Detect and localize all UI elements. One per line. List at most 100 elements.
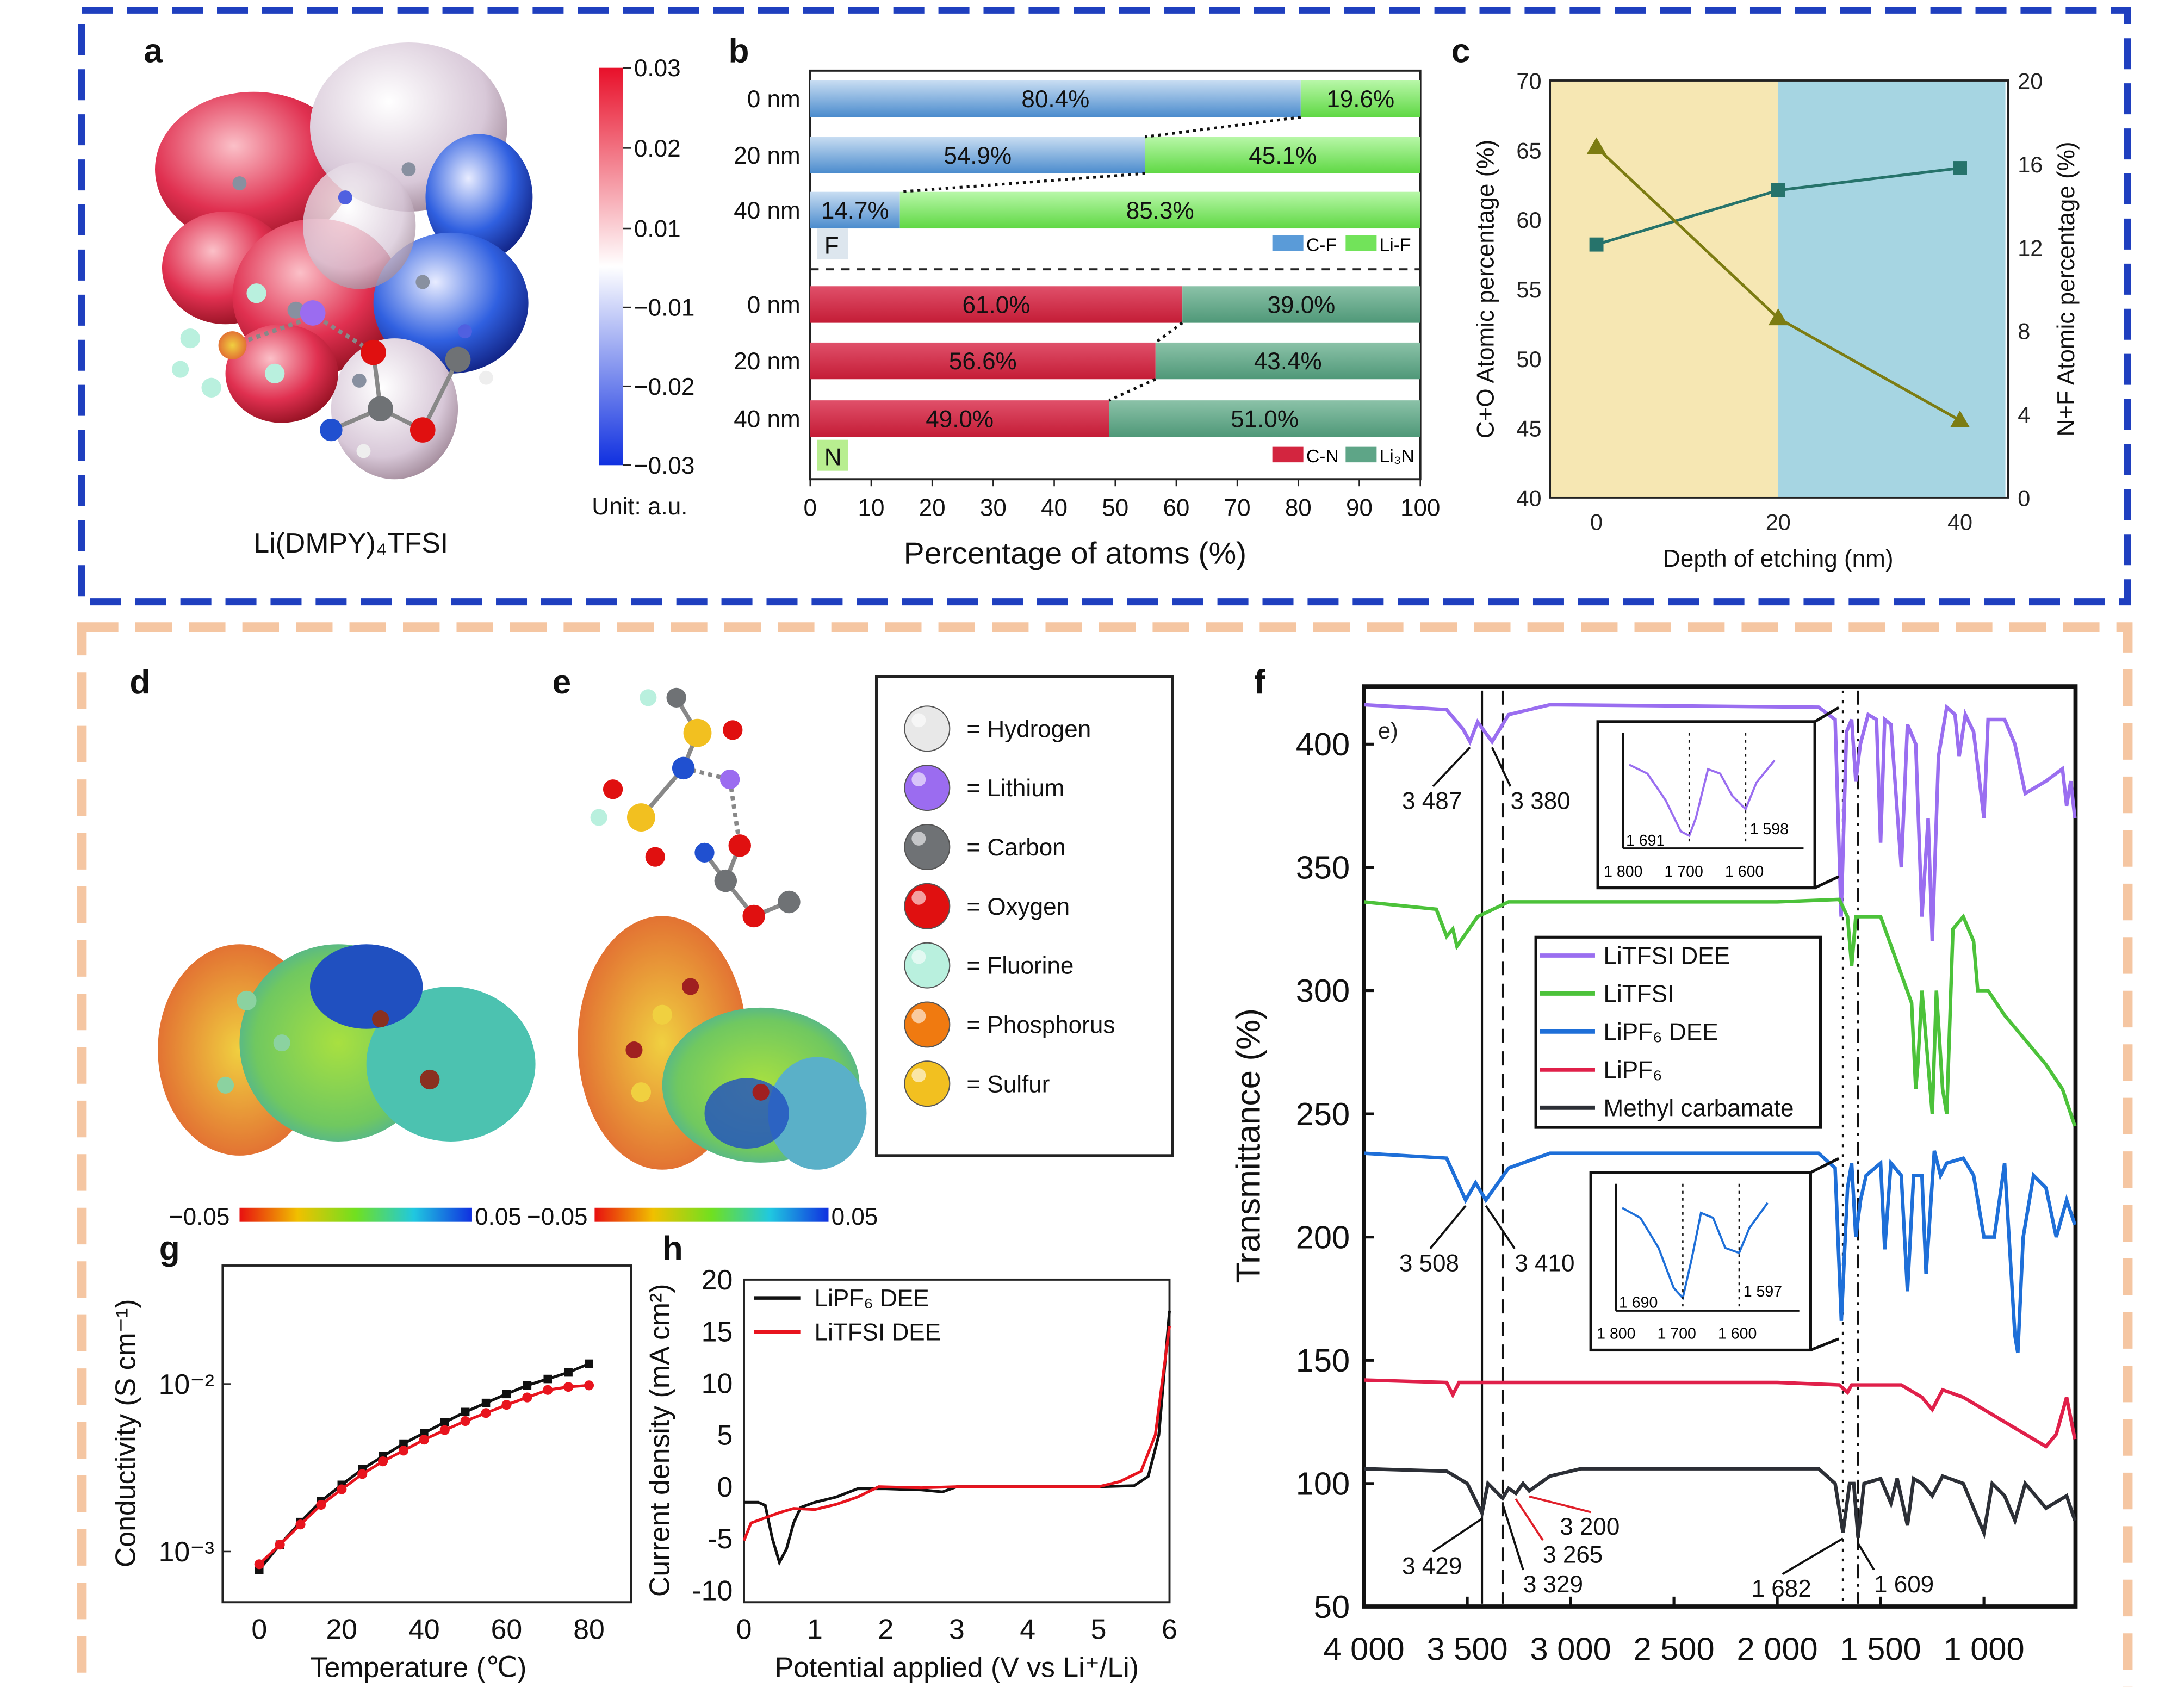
element-ball-icon [904, 1001, 951, 1048]
x-tick-label: 20 [1766, 510, 1791, 535]
data-point-square [585, 1359, 593, 1368]
bar-category-label: 40 nm [734, 406, 800, 432]
current-density-line-1 [742, 1326, 1171, 1541]
element-ball-highlight [911, 831, 926, 846]
data-point-circle [543, 1385, 553, 1395]
annotation-arrow [1529, 1495, 1591, 1514]
x-tick-label: 5 [1091, 1614, 1107, 1645]
data-point-square [1953, 161, 1967, 175]
peak-annotation: 3 380 [1511, 788, 1571, 815]
spectrum-line-3 [1363, 1378, 2077, 1449]
y-left-tick-label: 45 [1516, 416, 1541, 442]
y-tick-label: 100 [1296, 1466, 1350, 1502]
inner-label: e) [1378, 718, 1398, 743]
y-left-tick-label: 55 [1516, 277, 1541, 302]
x-tick-label: 60 [1163, 495, 1189, 522]
bar-value-label: 80.4% [1021, 86, 1089, 113]
bar-segment-C-N [810, 286, 1183, 323]
top-section-border [78, 6, 2131, 606]
x-tick-label: 60 [491, 1614, 523, 1645]
legend-swatch [1345, 235, 1377, 251]
group-label: F [824, 233, 839, 259]
inset-x-tick-label: 1 600 [1725, 863, 1764, 880]
legend-label: C-F [1306, 235, 1337, 255]
legend-swatch [1272, 446, 1304, 463]
colorbar-tick-label: 0.02 [634, 135, 681, 162]
element-ball-icon [904, 705, 951, 752]
x-tick-label: 0 [1590, 510, 1603, 535]
x-tick-label: 3 500 [1427, 1630, 1508, 1667]
bottom-section-border [77, 622, 2133, 1687]
molecule-ball-stick-d [172, 283, 493, 458]
legend-label: Li₃N [1380, 446, 1414, 467]
colorbar-tick-label: −0.01 [634, 295, 694, 321]
x-axis-label: Depth of etching (nm) [1663, 545, 1893, 572]
peak-annotation: 1 682 [1752, 1576, 1811, 1602]
panel-a-caption: Li(DMPY)₄TFSI [253, 527, 448, 559]
inset-x-tick-label: 1 700 [1665, 863, 1703, 880]
x-tick-label: 40 [1947, 510, 1972, 535]
x-tick-label: 1 [807, 1614, 823, 1645]
data-point-square [461, 1407, 470, 1417]
x-tick-label: 40 [408, 1614, 440, 1645]
colorbar-tick-label: −0.03 [634, 452, 694, 479]
x-tick-label: 90 [1346, 495, 1373, 522]
x-tick-label: 40 [1041, 495, 1068, 522]
bar-category-label: 0 nm [747, 292, 801, 319]
colorbar-d-min: −0.05 [169, 1204, 229, 1230]
panel-c-plot-frame [1549, 79, 2009, 499]
element-ball-highlight [911, 890, 926, 905]
x-axis-label: Potential applied (V vs Li⁺/Li) [775, 1652, 1139, 1683]
element-ball-icon [904, 823, 951, 870]
element-ball-highlight [911, 772, 926, 787]
data-point-square [481, 1398, 491, 1407]
annotation-arrow [1857, 1542, 1875, 1571]
panel-g-plot-frame [221, 1264, 632, 1604]
element-ball-highlight [911, 950, 926, 964]
x-tick-label: 30 [980, 495, 1007, 522]
legend-swatch [1272, 235, 1304, 251]
inset-peak-label: 1 597 [1744, 1283, 1782, 1300]
data-point-circle [419, 1435, 429, 1445]
element-ball-highlight [911, 1068, 926, 1083]
bar-segment-C-F [810, 137, 1145, 173]
group-label-box [817, 228, 848, 260]
x-tick-label: 70 [1224, 495, 1251, 522]
inset-x-tick-label: 1 800 [1597, 1325, 1635, 1343]
y-tick-label: 5 [717, 1419, 733, 1451]
annotation-arrow [1432, 746, 1471, 787]
panel-label-a: a [144, 32, 163, 70]
inset-connector [1810, 1337, 1840, 1351]
group-label-box [817, 439, 848, 471]
data-point-square [1589, 237, 1604, 252]
inset-peak-label: 1 691 [1626, 832, 1665, 849]
inset-connector [1814, 875, 1840, 889]
annotation-arrow [1432, 1517, 1483, 1553]
x-tick-label: 4 [1020, 1614, 1035, 1645]
y-left-tick-label: 60 [1516, 207, 1541, 233]
panel-a-colorbar [599, 67, 623, 466]
panel-h-plot-frame [743, 1278, 1171, 1604]
data-point-circle [460, 1416, 470, 1426]
colorbar-d [239, 1207, 472, 1222]
inset-x-tick-label: 1 800 [1604, 863, 1642, 880]
inset-spectrum [1629, 759, 1776, 838]
esp-surface-image-d [158, 944, 536, 1156]
legend-label: LiPF₆ DEE [815, 1285, 929, 1312]
peak-annotation: 3 329 [1523, 1571, 1583, 1598]
annotation-arrow [1502, 1503, 1524, 1571]
data-point-square [420, 1429, 429, 1437]
y-tick-label: 350 [1296, 849, 1350, 886]
colorbar-e [594, 1207, 829, 1222]
bar-segment-C-N [810, 342, 1156, 380]
colorbar-tick-label: −0.02 [634, 374, 694, 400]
data-point-square [543, 1374, 553, 1384]
annotation-arrow [1429, 1205, 1467, 1250]
data-point-circle [501, 1400, 512, 1410]
y-left-axis-label: C+O Atomic percentage (%) [1472, 140, 1499, 438]
peak-annotation: 3 410 [1515, 1250, 1574, 1276]
y-tick-label: 15 [702, 1316, 733, 1347]
inset-x-tick-label: 1 700 [1658, 1325, 1696, 1343]
y-axis-label: Transmittance (%) [1230, 1008, 1267, 1283]
y-tick-label: 150 [1296, 1342, 1350, 1379]
